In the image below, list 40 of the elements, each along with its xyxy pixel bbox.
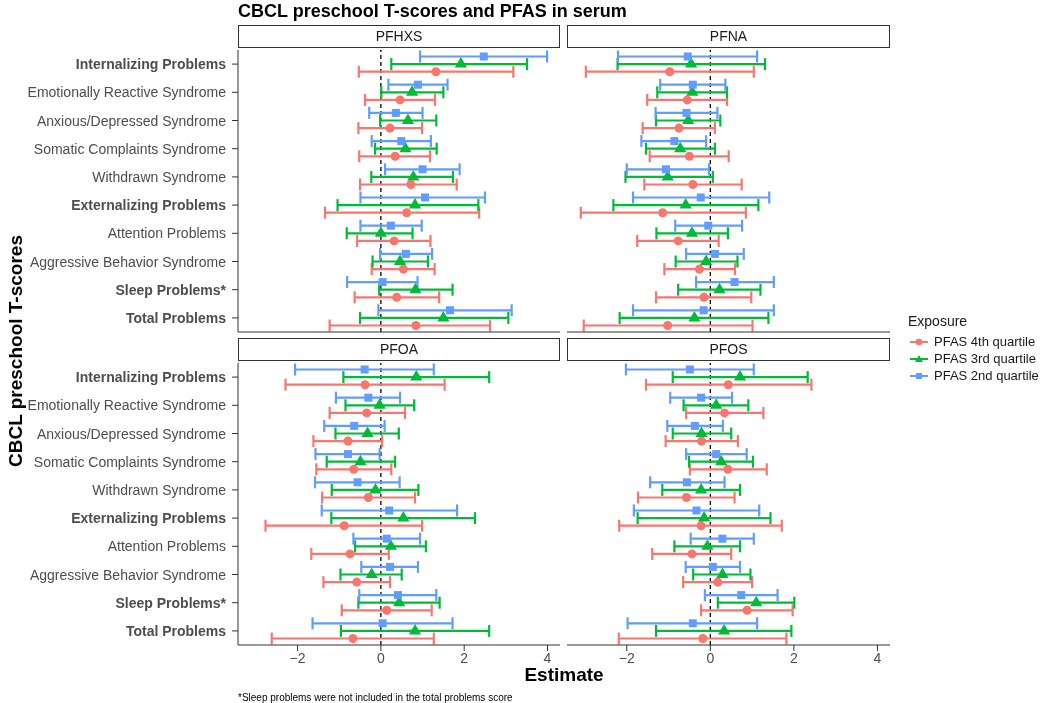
x-tick-label: 2 [790,649,798,666]
legend-label: PFAS 4th quartile [934,334,1036,349]
legend-label: PFAS 2nd quartile [934,368,1039,383]
y-axis-title: CBCL preschool T-scores [5,234,27,469]
x-tick-label: 0 [376,649,385,666]
x-tick-label: −2 [289,649,306,666]
y-tick-label: Externalizing Problems [71,510,227,527]
y-tick-label: Internalizing Problems [75,56,227,73]
legend-title: Exposure [908,313,969,329]
y-tick-label: Total Problems [125,622,227,639]
chart-title: PFNA [567,25,890,48]
x-tick-label: 2 [460,649,469,666]
chart-title: PFOS [567,338,890,361]
y-tick-label: Somatic Complaints Syndrome [33,140,227,157]
x-axis-title: Estimate [523,664,605,686]
x-tick-label: 4 [543,649,552,666]
y-tick-label: Attention Problems [107,225,226,242]
y-tick-label: Somatic Complaints Syndrome [33,453,227,470]
chart-title: PFHXS [238,25,560,48]
y-tick-label: Withdrawn Syndrome [92,481,227,498]
x-tick-label: 4 [873,649,882,666]
y-tick-label: Withdrawn Syndrome [92,168,227,185]
y-tick-label: Aggressive Behavior Syndrome [29,566,227,583]
y-tick-label: Internalizing Problems [75,369,227,386]
y-tick-label: Emotionally Reactive Syndrome [27,84,227,101]
y-tick-label: Attention Problems [107,538,226,555]
y-tick-label: Aggressive Behavior Syndrome [29,253,227,270]
y-tick-label: Sleep Problems* [115,281,227,298]
x-tick-label: 0 [706,649,715,666]
text: CBCL preschool T-scores and PFAS in serum [238,1,627,22]
y-tick-label: Externalizing Problems [71,197,227,214]
text: *Sleep problems were not included in the total problems score [238,692,513,703]
y-tick-label: Anxious/Depressed Syndrome [36,112,227,129]
legend-label: PFAS 3rd quartile [934,351,1036,366]
y-tick-label: Emotionally Reactive Syndrome [27,397,227,414]
y-tick-label: Sleep Problems* [115,594,227,611]
y-tick-label: Anxious/Depressed Syndrome [36,425,227,442]
y-tick-label: Total Problems [125,309,227,326]
x-tick-label: −2 [618,649,635,666]
chart-title: PFOA [238,338,560,361]
